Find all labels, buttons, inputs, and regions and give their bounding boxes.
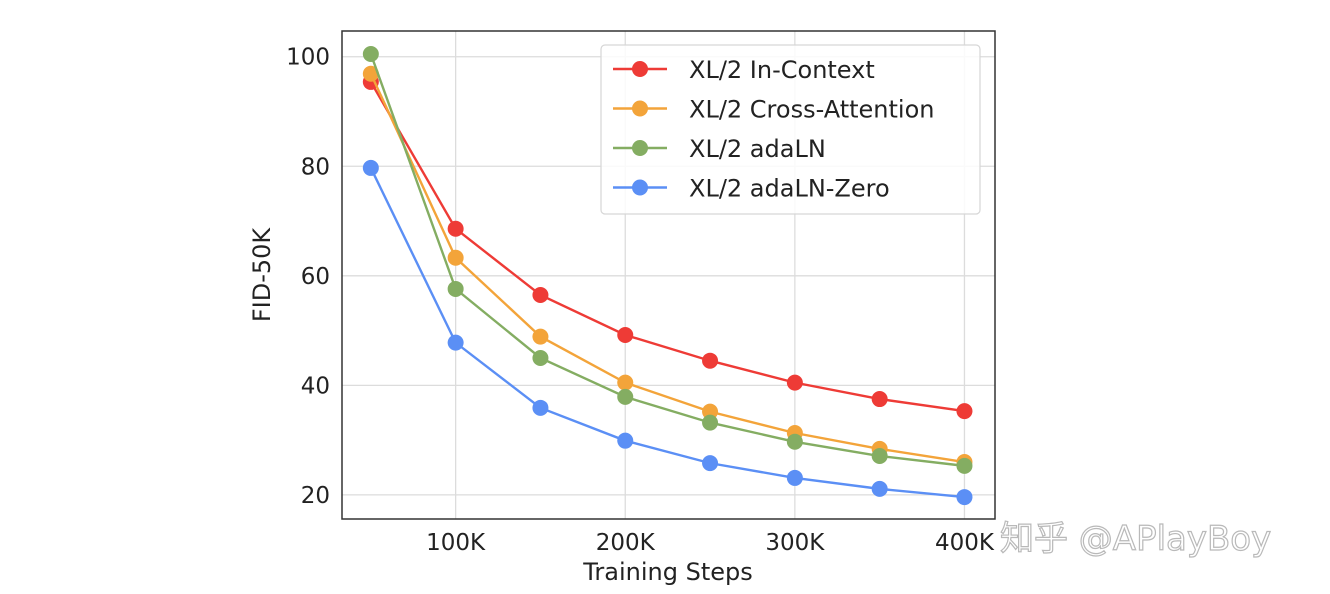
data-point (956, 457, 973, 474)
data-point (617, 432, 634, 449)
series-0 (362, 73, 973, 420)
x-tick-label: 300K (765, 530, 825, 556)
data-point (362, 46, 379, 63)
data-point (447, 280, 464, 297)
data-point (362, 65, 379, 82)
series-line (369, 53, 965, 468)
data-point (956, 489, 973, 506)
data-point (617, 388, 634, 405)
y-tick-label: 100 (286, 45, 330, 71)
data-point (786, 374, 803, 391)
data-point (956, 403, 973, 420)
data-point (617, 374, 634, 391)
legend-marker (632, 179, 648, 196)
data-point (532, 286, 549, 303)
data-point (617, 326, 634, 343)
legend-label: XL/2 adaLN-Zero (689, 175, 890, 203)
x-axis-label: Training Steps (582, 558, 752, 586)
data-point (871, 480, 888, 497)
legend-label: XL/2 adaLN (689, 135, 826, 163)
y-axis-label: FID-50K (248, 227, 276, 323)
series-lines (362, 46, 973, 506)
plot-frame (341, 30, 996, 520)
legend: XL/2 In-Context XL/2 Cross-Attention XL/2 … (600, 44, 981, 215)
x-tick-label: 100K (426, 530, 486, 556)
legend-marker (632, 100, 648, 117)
data-point (447, 334, 464, 351)
y-tick-label: 60 (301, 264, 330, 290)
tick-labels: 100K 200K 300K 400K 20 40 60 80 100 (286, 45, 995, 556)
data-point (702, 414, 719, 431)
data-point (702, 455, 719, 472)
legend-label: XL/2 In-Context (689, 56, 875, 84)
data-point (871, 448, 888, 465)
data-point (786, 469, 803, 486)
watermark: 知乎 @APlayBoy (1000, 519, 1271, 559)
data-point (532, 328, 549, 345)
legend-box (600, 44, 981, 215)
series-3 (362, 159, 973, 506)
data-point (702, 352, 719, 369)
x-tick-label: 400K (935, 530, 995, 556)
legend-marker (632, 61, 648, 77)
series-2 (362, 46, 973, 474)
legend-label: XL/2 Cross-Attention (689, 96, 934, 124)
data-point (786, 433, 803, 450)
y-tick-label: 20 (301, 483, 330, 509)
series-line (369, 73, 965, 464)
data-point (532, 349, 549, 366)
data-point (532, 399, 549, 416)
data-point (702, 403, 719, 420)
x-tick-label: 200K (596, 530, 656, 556)
series-1 (362, 65, 973, 471)
y-tick-label: 40 (301, 373, 330, 399)
data-point (447, 249, 464, 266)
legend-marker (632, 140, 648, 156)
series-line (369, 81, 965, 413)
data-point (362, 159, 379, 176)
data-point (447, 220, 464, 237)
series-line (369, 167, 965, 499)
y-tick-label: 80 (301, 154, 330, 180)
data-point (871, 391, 888, 408)
